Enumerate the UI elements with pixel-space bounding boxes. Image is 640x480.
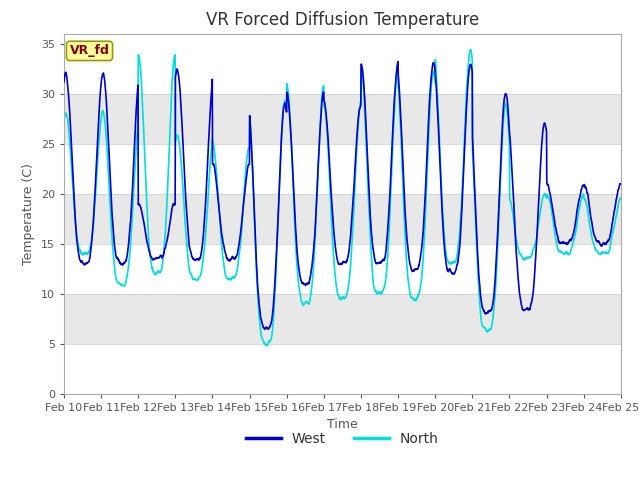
West xyxy=(505,115,513,120)
North xyxy=(584,207,591,213)
Bar xyxy=(64,44,621,94)
Text: VR_fd: VR_fd xyxy=(70,44,109,58)
West xyxy=(584,191,591,196)
Y-axis label: Temperature (C): Temperature (C) xyxy=(22,163,35,264)
Bar xyxy=(64,243,621,294)
Bar xyxy=(64,344,621,394)
West xyxy=(261,326,269,332)
North xyxy=(467,47,475,53)
North xyxy=(60,117,68,122)
North xyxy=(505,128,513,134)
Line: North: North xyxy=(64,50,621,346)
North xyxy=(568,244,576,250)
Title: VR Forced Diffusion Temperature: VR Forced Diffusion Temperature xyxy=(206,11,479,29)
West xyxy=(60,79,68,85)
West xyxy=(359,68,367,74)
Bar xyxy=(64,144,621,193)
West xyxy=(617,181,625,187)
West xyxy=(568,235,576,241)
Bar xyxy=(64,94,621,144)
West xyxy=(394,59,402,64)
X-axis label: Time: Time xyxy=(327,418,358,431)
North xyxy=(359,75,367,81)
Bar xyxy=(64,193,621,243)
Bar xyxy=(64,294,621,344)
Legend: West, North: West, North xyxy=(241,426,444,452)
North xyxy=(216,208,223,214)
North xyxy=(262,343,270,348)
West xyxy=(371,256,379,262)
North xyxy=(371,287,379,293)
West xyxy=(216,207,223,213)
Line: West: West xyxy=(64,61,621,329)
North xyxy=(617,195,625,201)
